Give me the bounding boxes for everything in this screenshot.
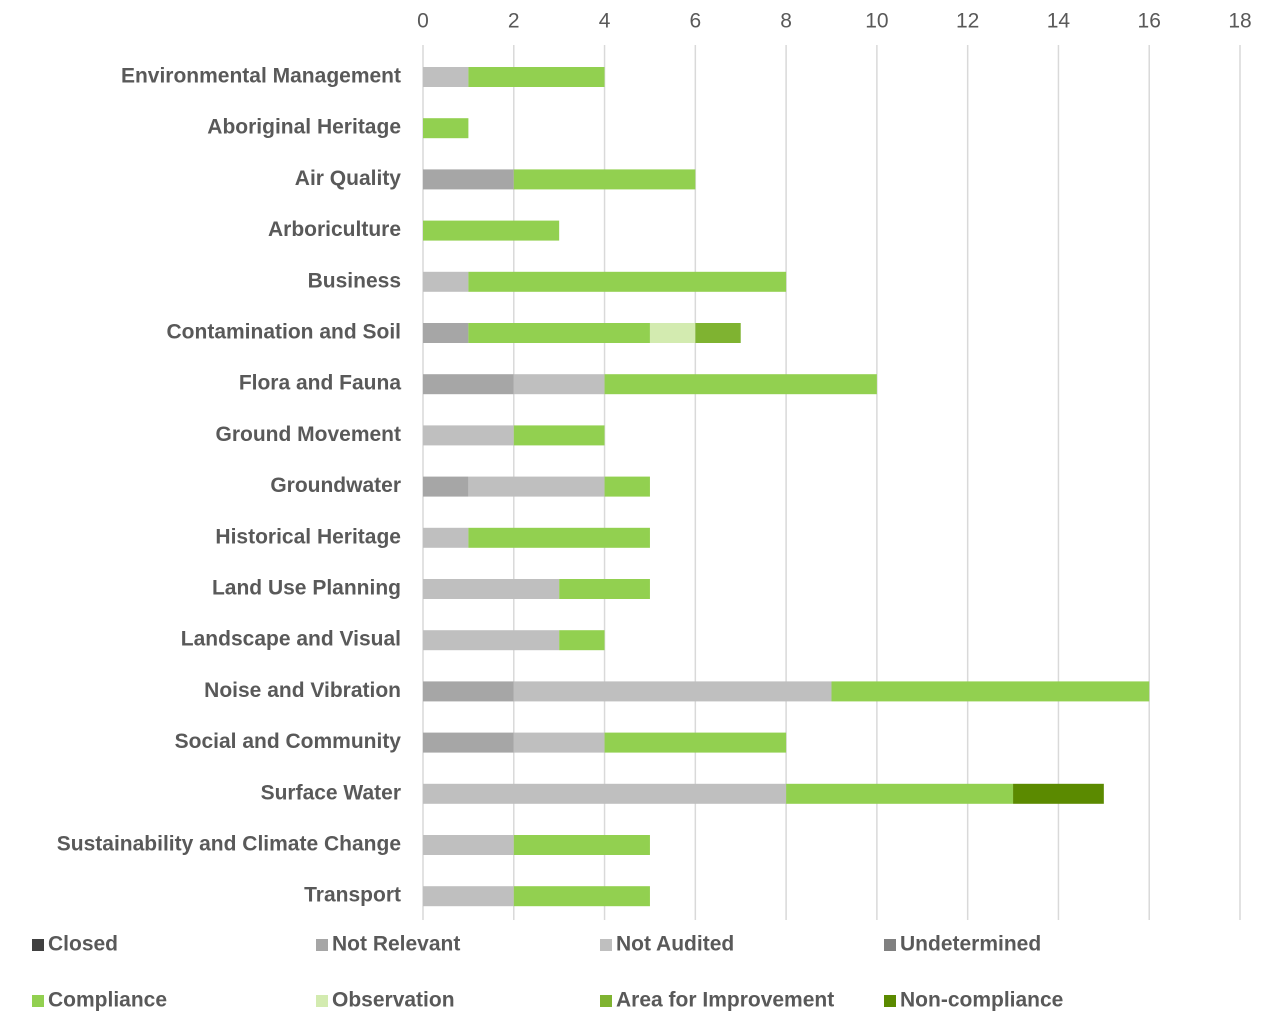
bar-segment — [468, 527, 650, 548]
legend-label: Area for Improvement — [616, 989, 834, 1012]
y-tick-label: Environmental Management — [121, 65, 401, 88]
x-tick-label: 8 — [780, 10, 792, 33]
bar-segment — [1013, 783, 1104, 804]
y-tick-label: Social and Community — [175, 730, 402, 753]
x-tick-label: 16 — [1138, 10, 1161, 33]
legend-label: Not Relevant — [332, 933, 460, 956]
y-tick-label: Transport — [304, 884, 401, 907]
x-tick-label: 12 — [956, 10, 979, 33]
legend-swatch — [32, 995, 44, 1007]
y-tick-label: Arboriculture — [268, 218, 401, 241]
bar-segment — [468, 476, 605, 497]
bar-segment — [423, 169, 514, 190]
legend-label: Non-compliance — [900, 989, 1063, 1012]
bar-segment — [423, 630, 560, 651]
x-tick-label: 4 — [599, 10, 611, 33]
bar-segment — [423, 374, 514, 395]
y-tick-label: Contamination and Soil — [167, 321, 402, 344]
bar-segment — [423, 271, 469, 292]
bar-segment — [423, 476, 469, 497]
bar-segment — [423, 886, 514, 907]
legend-swatch — [316, 939, 328, 951]
bar-segment — [423, 835, 514, 855]
bar-segment — [513, 835, 650, 855]
x-tick-label: 0 — [417, 10, 429, 33]
y-tick-label: Land Use Planning — [212, 577, 401, 600]
y-tick-label: Noise and Vibration — [204, 679, 401, 702]
x-tick-label: 18 — [1228, 10, 1251, 33]
bar-segment — [649, 323, 696, 343]
bar-segment — [423, 732, 514, 753]
bar-segment — [513, 681, 832, 702]
bar-segment — [468, 271, 787, 292]
bar-segment — [423, 527, 469, 548]
bar-segment — [604, 732, 787, 753]
legend-swatch — [884, 939, 896, 951]
bar-segment — [423, 323, 469, 343]
legend-swatch — [600, 995, 612, 1007]
y-tick-label: Historical Heritage — [215, 525, 401, 548]
bar-segment — [423, 67, 469, 87]
bar-segment — [513, 732, 605, 753]
legend-label: Observation — [332, 989, 455, 1012]
legend-swatch — [316, 995, 328, 1007]
y-tick-label: Flora and Fauna — [239, 372, 402, 395]
bar-segment — [423, 579, 560, 599]
bar-segment — [559, 630, 605, 651]
bar-segment — [513, 886, 650, 907]
y-tick-label: Ground Movement — [215, 423, 401, 446]
y-tick-label: Aboriginal Heritage — [207, 116, 401, 139]
bar-segment — [831, 681, 1150, 702]
bar-segment — [786, 783, 1014, 804]
x-tick-label: 10 — [865, 10, 888, 33]
bar-segment — [513, 374, 605, 395]
y-tick-label: Surface Water — [261, 781, 401, 804]
bar-segment — [513, 425, 605, 446]
y-tick-label: Air Quality — [295, 167, 402, 190]
y-tick-label: Sustainability and Climate Change — [57, 833, 401, 856]
legend-label: Compliance — [48, 989, 167, 1012]
legend-label: Not Audited — [616, 933, 734, 956]
bar-segment — [423, 425, 514, 446]
x-tick-label: 2 — [508, 10, 520, 33]
y-tick-label: Business — [308, 269, 401, 292]
bar-segment — [695, 323, 741, 343]
legend-swatch — [32, 939, 44, 951]
bar-segment — [423, 118, 469, 139]
bar-segment — [604, 374, 877, 395]
x-tick-label: 14 — [1047, 10, 1071, 33]
y-tick-label: Groundwater — [270, 474, 401, 497]
bar-segment — [559, 579, 650, 599]
legend-label: Closed — [48, 933, 118, 956]
bar-segment — [513, 169, 696, 190]
bar-segment — [423, 681, 514, 702]
y-tick-label: Landscape and Visual — [181, 628, 401, 651]
legend-swatch — [600, 939, 612, 951]
bar-segment — [468, 67, 605, 87]
legend-swatch — [884, 995, 896, 1007]
bar-segment — [423, 783, 787, 804]
x-tick-label: 6 — [689, 10, 701, 33]
bar-segment — [468, 323, 650, 343]
legend-label: Undetermined — [900, 933, 1041, 956]
bar-segment — [604, 476, 650, 497]
bar-segment — [423, 220, 560, 241]
